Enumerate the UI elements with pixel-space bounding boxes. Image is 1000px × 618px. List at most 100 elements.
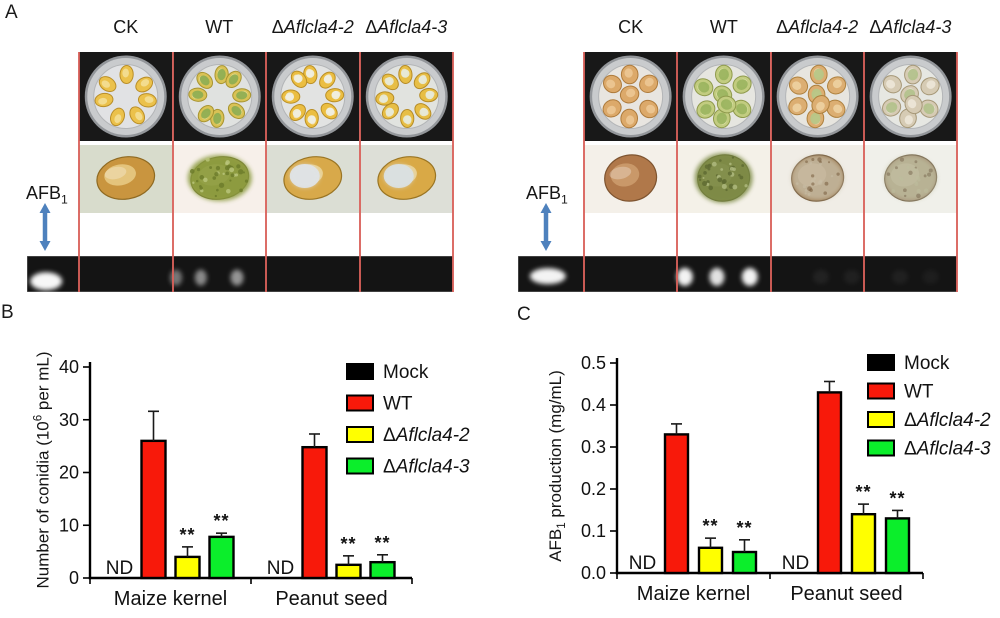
petri-dish-photo-peanut-seed-CK (584, 52, 678, 141)
y-tick-label: 0.2 (581, 479, 606, 499)
bar-ΔAflcla4-2-Maize kernel (697, 546, 724, 575)
significance-marker: ** (374, 533, 390, 553)
seed-closeup-photo-peanut-seed-CK (584, 145, 678, 213)
bar-ΔAflcla4-3-Maize kernel (208, 535, 235, 580)
nd-label: ND (106, 558, 133, 579)
y-tick-label: 0.5 (581, 353, 606, 373)
legend-swatch-ΔAflcla4-3 (867, 439, 895, 457)
mutant3-faint-1 (891, 269, 908, 284)
y-tick-label: 20 (59, 463, 79, 483)
nd-label: ND (782, 553, 809, 574)
separator-line (78, 52, 80, 292)
seed-closeup-photo-maize-kernel-WT (172, 145, 266, 213)
legend-label: Mock (904, 353, 950, 374)
bar-WT-Peanut seed (816, 391, 843, 575)
column-header-maize-kernel-4: ΔAflcla4-3 (365, 17, 448, 37)
y-tick-label: 0.1 (581, 521, 606, 541)
nd-label: ND (267, 558, 294, 579)
conidia-bar-chart: 0 10 20 30 40 Maize kernel Peanut seed ND ND ** **… (25, 300, 490, 618)
legend-swatch-ΔAflcla4-3 (346, 457, 374, 475)
seeds (787, 64, 846, 129)
legend-swatch-ΔAflcla4-2 (346, 426, 374, 443)
significance-marker: ** (179, 525, 195, 545)
separator-line (452, 52, 454, 292)
significance-marker: ** (340, 534, 356, 554)
mutant2-faint-1 (812, 269, 829, 284)
significance-marker: ** (889, 488, 905, 508)
seed-closeup-photo-peanut-seed-ΔAflcla4-2 (770, 145, 864, 213)
bar-ΔAflcla4-2-Peanut seed (850, 512, 877, 575)
petri-dish-photo-peanut-seed-ΔAflcla4-3 (863, 52, 957, 141)
separator-line (358, 52, 361, 292)
column-header-maize-kernel-3: ΔAflcla4-2 (271, 17, 354, 37)
legend-label: ΔAflcla4-3 (904, 439, 991, 460)
legend-label: ΔAflcla4-2 (383, 425, 470, 446)
tlc-strip-peanut-seed (518, 256, 957, 292)
legend-label: WT (383, 394, 413, 415)
legend-label: Mock (383, 362, 429, 383)
y-tick-label: 0.0 (581, 563, 606, 583)
panel-c-label: C (517, 304, 531, 325)
afb1-double-arrow-icon (540, 203, 552, 251)
legend-label: ΔAflcla4-2 (904, 410, 991, 431)
seeds (281, 65, 345, 128)
column-header-maize-kernel-2: WT (205, 17, 234, 37)
legend-label: WT (904, 382, 934, 403)
y-tick-label: 0 (69, 568, 79, 588)
afb1-label: AFB1 (526, 183, 568, 207)
afb1-double-arrow-icon (39, 203, 51, 251)
bar-ΔAflcla4-3-Maize kernel (731, 550, 758, 575)
panel-b-label: B (1, 302, 14, 323)
petri-dish-photo-peanut-seed-WT (677, 52, 771, 141)
seeds (881, 64, 940, 129)
column-header-peanut-seed-1: CK (618, 17, 644, 37)
significance-marker: ** (855, 482, 871, 502)
category-label: Peanut seed (275, 588, 387, 610)
y-tick-label: 30 (59, 410, 79, 430)
seeds (187, 65, 251, 128)
bar-ΔAflcla4-3-Peanut seed (884, 517, 911, 575)
y-tick-label: 0.3 (581, 437, 606, 457)
significance-marker: ** (213, 511, 229, 531)
separator-line (583, 52, 585, 292)
category-label: Peanut seed (790, 583, 902, 605)
separator-line (171, 52, 174, 292)
category-label: Maize kernel (637, 583, 750, 605)
significance-marker: ** (736, 518, 752, 538)
wt-spot-2 (194, 269, 207, 286)
column-header-peanut-seed-3: ΔAflcla4-2 (776, 17, 859, 37)
separator-line (862, 52, 865, 292)
separator-line (265, 52, 267, 292)
legend-swatch-Mock (867, 354, 895, 371)
seed-closeup-photo-peanut-seed-ΔAflcla4-3 (863, 145, 957, 213)
wt-spot-3 (741, 267, 758, 286)
category-label: Maize kernel (114, 588, 227, 610)
tlc-strip-maize-kernel (27, 256, 453, 292)
seed-closeup-photo-maize-kernel-CK (79, 145, 173, 213)
bar-ΔAflcla4-2-Peanut seed (335, 563, 362, 580)
column-header-peanut-seed-2: WT (709, 17, 738, 37)
petri-dish-photo-maize-kernel-ΔAflcla4-2 (266, 52, 360, 141)
petri-dish-photo-maize-kernel-WT (172, 52, 266, 141)
legend-label: ΔAflcla4-3 (383, 457, 470, 478)
mutant3-faint-2 (922, 269, 939, 284)
bar-WT-Peanut seed (301, 445, 328, 580)
bar-ΔAflcla4-3-Peanut seed (369, 560, 396, 580)
petri-dish-photo-peanut-seed-ΔAflcla4-2 (770, 52, 864, 141)
seeds (94, 65, 157, 127)
wt-spot-1 (676, 267, 693, 286)
afb1-bar-chart: 0.0 0.1 0.2 0.3 0.4 0.5 Maize kernel Peanut see… (530, 300, 1000, 618)
seed-closeup-photo-maize-kernel-ΔAflcla4-2 (266, 145, 360, 213)
petri-dish-photo-maize-kernel-ΔAflcla4-3 (359, 52, 453, 141)
y-tick-label: 0.4 (581, 395, 606, 415)
legend-swatch-WT (867, 382, 895, 400)
significance-marker: ** (702, 516, 718, 536)
afb1-standard-spot (30, 272, 63, 291)
mutant2-faint-2 (843, 269, 860, 284)
column-header-maize-kernel-1: CK (113, 17, 139, 37)
legend-swatch-WT (346, 394, 374, 412)
seed-closeup-photo-peanut-seed-WT (677, 145, 771, 213)
seeds (694, 64, 752, 129)
legend-swatch-Mock (346, 363, 374, 380)
